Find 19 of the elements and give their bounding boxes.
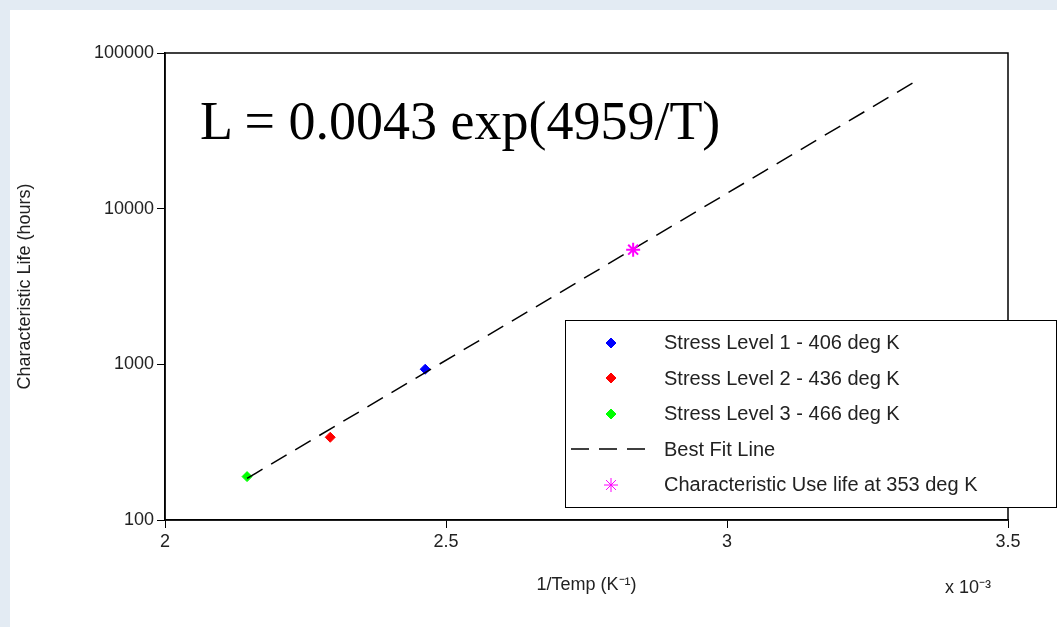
legend-label: Stress Level 3 - 466 deg K: [664, 402, 900, 426]
x-tick-label: 2.5: [433, 530, 459, 551]
point: [625, 241, 642, 258]
point: [324, 431, 336, 443]
legend-label: Stress Level 1 - 406 deg K: [664, 331, 900, 355]
x-axis-title: 1/Temp (K⁻¹): [536, 574, 637, 595]
y-tick-label: 1000: [113, 353, 154, 374]
legend-label: Best Fit Line: [664, 437, 776, 461]
y-tick-label: 100: [123, 508, 154, 529]
legend-label: Characteristic Use life at 353 deg K: [664, 473, 978, 497]
annotation: L = 0.0043 exp(4959/T): [200, 90, 721, 152]
x-tick-label: 3: [721, 530, 733, 551]
y-axis-title: Characteristic Life (hours): [13, 183, 34, 390]
x-tick-label: 3.5: [995, 530, 1021, 551]
y-tick-label: 100000: [93, 41, 154, 62]
text: x 10⁻³: [945, 576, 992, 598]
y-tick-label: 10000: [103, 197, 154, 218]
x-tick-label: 2: [159, 530, 171, 551]
legend-label: Stress Level 2 - 436 deg K: [664, 366, 900, 390]
